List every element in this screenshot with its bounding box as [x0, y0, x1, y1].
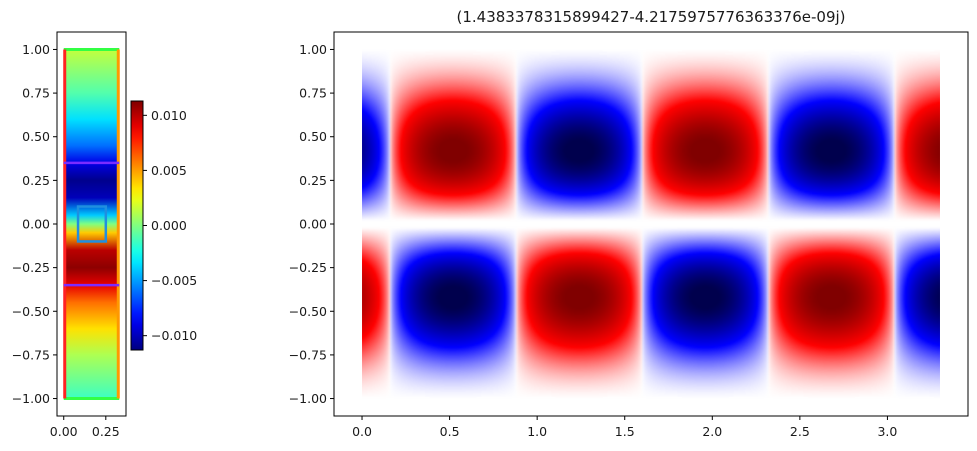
inner-box — [76, 205, 108, 243]
right-x-tick-label: 1.0 — [527, 424, 547, 439]
left-overlays — [63, 47, 120, 401]
colorbar-tick-label: −0.010 — [151, 328, 197, 343]
right-y-tick-label: −1.00 — [289, 391, 327, 406]
left-y-tick-label: −1.00 — [12, 391, 50, 406]
left-x-tick-label: 0.25 — [92, 424, 120, 439]
right-y-tick-label: 0.50 — [299, 129, 327, 144]
right-y-tick-label: 0.75 — [299, 86, 327, 101]
colorbar: 0.010 0.005 0.000 −0.005 −0.010 — [130, 100, 197, 351]
left-y-axis: −1.00 −0.75 −0.50 −0.25 0.00 0.25 0.50 0.75 1.00 — [12, 42, 57, 406]
colorbar-tick-label: 0.000 — [151, 218, 187, 233]
right-x-tick-label: 3.0 — [877, 424, 897, 439]
left-y-tick-label: 0.25 — [22, 173, 50, 188]
left-y-tick-label: 1.00 — [22, 42, 50, 57]
left-field-image — [63, 49, 120, 399]
right-y-tick-label: 1.00 — [299, 42, 327, 57]
right-y-tick-label: −0.50 — [289, 304, 327, 319]
right-field-image — [362, 49, 940, 399]
chart-title: (1.4383378315899427-4.2175975776363376e-… — [456, 8, 845, 26]
right-y-axis: −1.00 −0.75 −0.50 −0.25 0.00 0.25 0.50 0.75 1.00 — [289, 42, 334, 406]
colorbar-tick-label: 0.010 — [151, 108, 187, 123]
right-x-tick-label: 2.0 — [702, 424, 722, 439]
left-y-tick-label: 0.75 — [22, 86, 50, 101]
left-heatmap-panel: −1.00 −0.75 −0.50 −0.25 0.00 0.25 0.50 0.75 1.00… — [12, 31, 127, 439]
left-y-tick-label: −0.75 — [12, 347, 50, 362]
left-x-axis: 0.00 0.25 — [50, 416, 120, 439]
colorbar-axis: 0.010 0.005 0.000 −0.005 −0.010 — [143, 108, 197, 343]
right-x-tick-label: 0.5 — [440, 424, 460, 439]
right-y-tick-label: −0.25 — [289, 260, 327, 275]
left-y-tick-label: 0.00 — [22, 217, 50, 232]
colorbar-tick-label: −0.005 — [151, 273, 197, 288]
left-y-tick-label: −0.50 — [12, 304, 50, 319]
left-y-tick-label: 0.50 — [22, 129, 50, 144]
colorbar-image — [131, 101, 143, 350]
left-heatmap-image — [63, 49, 120, 399]
right-x-tick-label: 2.5 — [790, 424, 810, 439]
right-y-tick-label: 0.00 — [299, 217, 327, 232]
right-y-tick-label: 0.25 — [299, 173, 327, 188]
right-x-tick-label: 1.5 — [615, 424, 635, 439]
colorbar-tick-label: 0.005 — [151, 163, 187, 178]
right-y-tick-label: −0.75 — [289, 347, 327, 362]
right-x-tick-label: 0.0 — [352, 424, 372, 439]
left-x-tick-label: 0.00 — [50, 424, 78, 439]
left-y-tick-label: −0.25 — [12, 260, 50, 275]
right-heatmap-panel: (1.4383378315899427-4.2175975776363376e-… — [289, 8, 969, 439]
right-x-axis: 0.0 0.5 1.0 1.5 2.0 2.5 3.0 — [352, 416, 897, 439]
